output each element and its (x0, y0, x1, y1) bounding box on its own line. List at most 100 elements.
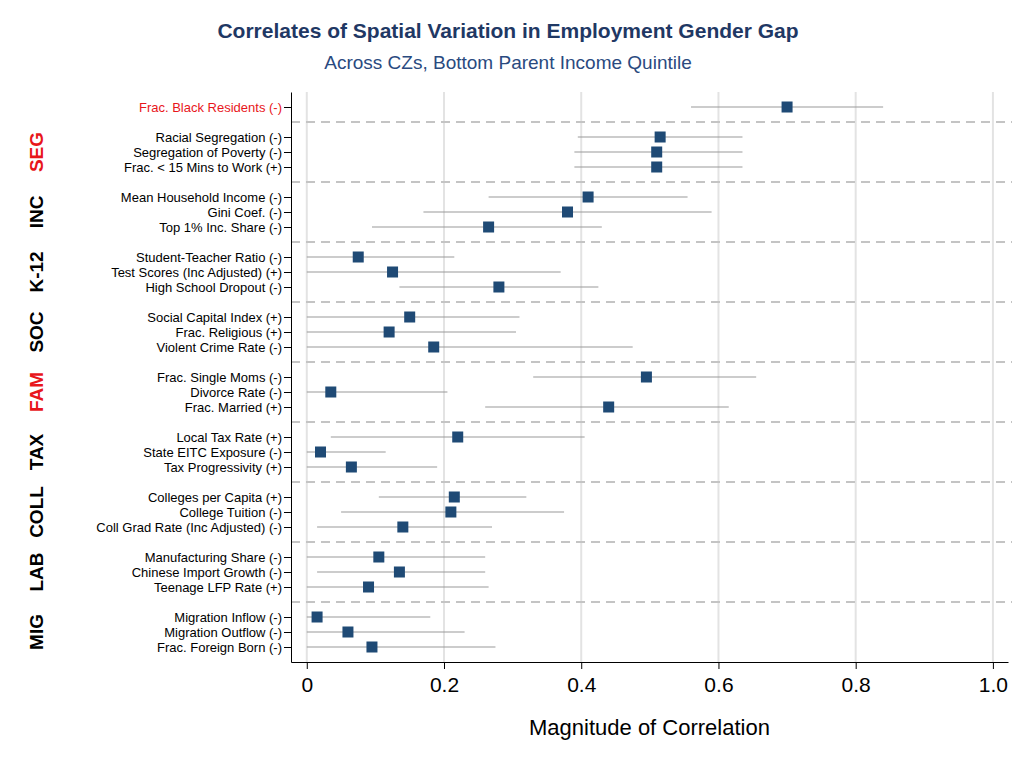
point (782, 102, 793, 113)
group-separator (291, 541, 1012, 543)
y-tick-mark (284, 227, 291, 228)
error-bar (307, 271, 561, 272)
group-separator (291, 421, 1012, 423)
y-tick-mark (284, 272, 291, 273)
category-label: Coll Grad Rate (Inc Adjusted) (-) (96, 520, 282, 535)
y-tick: Test Scores (Inc Adjusted) (+) (111, 265, 291, 280)
group-separator (291, 241, 1012, 243)
point (325, 387, 336, 398)
y-tick: Teenage LFP Rate (+) (154, 580, 291, 595)
point (312, 612, 323, 623)
grid-line (306, 92, 308, 662)
y-tick: Frac. Foreign Born (-) (157, 640, 291, 655)
x-tick: 0 (301, 662, 313, 696)
point (428, 342, 439, 353)
y-tick-mark (284, 167, 291, 168)
group-label: INC (26, 195, 47, 228)
category-label: Divorce Rate (-) (190, 385, 282, 400)
y-tick: Colleges per Capita (+) (148, 490, 291, 505)
y-tick-mark (284, 212, 291, 213)
point (363, 582, 374, 593)
grid (307, 92, 993, 662)
group-labels: SEGINCK-12SOCFAMTAXCOLLLABMIG (26, 132, 47, 650)
group-separator (291, 121, 1012, 123)
y-tick-mark (284, 437, 291, 438)
subtitle: Across CZs, Bottom Parent Income Quintil… (324, 52, 691, 73)
y-tick: High School Dropout (-) (145, 280, 291, 295)
error-bar (307, 616, 431, 617)
y-tick: Frac. Religious (+) (175, 325, 291, 340)
x-tick-mark (993, 662, 994, 669)
category-label: Manufacturing Share (-) (145, 550, 282, 565)
group-separator (291, 301, 1012, 303)
x-tick-mark (718, 662, 719, 669)
group-separator (291, 181, 1012, 183)
y-tick-mark (284, 107, 291, 108)
y-tick: Segregation of Poverty (-) (133, 145, 291, 160)
x-tick: 0.4 (567, 662, 597, 696)
y-tick-mark (284, 347, 291, 348)
point (493, 282, 504, 293)
error-bar (307, 631, 465, 632)
chart: Correlates of Spatial Variation in Emplo… (0, 0, 1024, 768)
category-label: Student-Teacher Ratio (-) (136, 250, 282, 265)
group-label: LAB (26, 552, 47, 591)
group-label: K-12 (26, 251, 47, 292)
group-separator (291, 481, 1012, 483)
y-tick-mark (284, 287, 291, 288)
category-label: Local Tax Rate (+) (176, 430, 282, 445)
y-tick-mark (284, 497, 291, 498)
x-tick-label: 0 (301, 673, 313, 696)
point (397, 522, 408, 533)
y-tick-mark (284, 647, 291, 648)
error-bar (307, 586, 489, 587)
category-label: Test Scores (Inc Adjusted) (+) (111, 265, 282, 280)
x-axis: 00.20.40.60.81.0 (292, 662, 1009, 696)
y-tick: Top 1% Inc. Share (-) (159, 220, 291, 235)
x-tick-mark (444, 662, 445, 669)
y-tick: Manufacturing Share (-) (145, 550, 291, 565)
y-tick-mark (284, 467, 291, 468)
x-tick-label: 0.4 (567, 673, 597, 696)
group-label: SEG (26, 132, 47, 172)
point (387, 267, 398, 278)
point (384, 327, 395, 338)
y-tick: Frac. Single Moms (-) (157, 370, 291, 385)
y-tick: College Tuition (-) (179, 505, 291, 520)
point (483, 222, 494, 233)
y-tick-mark (284, 557, 291, 558)
x-tick-mark (856, 662, 857, 669)
point (315, 447, 326, 458)
grid-line (855, 92, 857, 662)
point (651, 162, 662, 173)
separators (291, 122, 1012, 602)
error-bar (307, 466, 437, 467)
y-tick: Coll Grad Rate (Inc Adjusted) (-) (96, 520, 291, 535)
y-tick-mark (284, 407, 291, 408)
group-label: MIG (26, 614, 47, 650)
point (346, 462, 357, 473)
group-label: SOC (26, 311, 47, 352)
category-label: Mean Household Income (-) (121, 190, 282, 205)
y-tick: Chinese Import Growth (-) (132, 565, 291, 580)
category-label: College Tuition (-) (179, 505, 282, 520)
y-tick: Divorce Rate (-) (190, 385, 291, 400)
y-tick-mark (284, 572, 291, 573)
y-tick: Mean Household Income (-) (121, 190, 291, 205)
grid-line (443, 92, 445, 662)
y-tick-mark (284, 632, 291, 633)
y-tick-mark (284, 197, 291, 198)
y-tick-mark (284, 617, 291, 618)
category-label: Teenage LFP Rate (+) (154, 580, 282, 595)
error-bar (307, 556, 485, 557)
category-label: Frac. Religious (+) (175, 325, 282, 340)
point (452, 432, 463, 443)
x-tick-label: 0.2 (430, 673, 459, 696)
point (366, 642, 377, 653)
category-label: Frac. Single Moms (-) (157, 370, 282, 385)
point (603, 402, 614, 413)
category-label: High School Dropout (-) (145, 280, 282, 295)
category-label: Frac. Married (+) (185, 400, 282, 415)
y-tick: Racial Segregation (-) (156, 130, 291, 145)
y-tick: Frac. Black Residents (-) (139, 100, 291, 115)
